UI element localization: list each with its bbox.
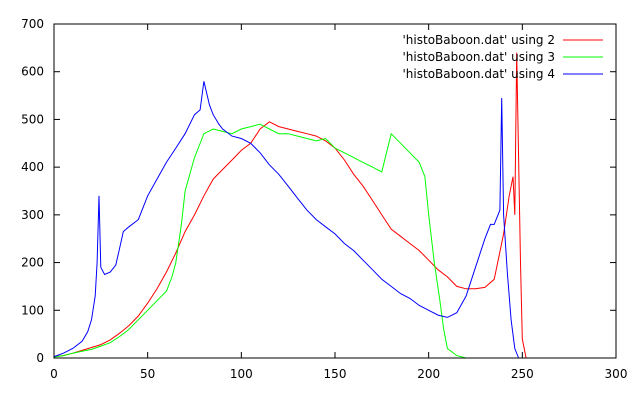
legend: 'histoBaboon.dat' using 2 'histoBaboon.da… bbox=[403, 33, 603, 81]
y-tick-label: 0 bbox=[36, 351, 44, 365]
chart-marks bbox=[53, 52, 527, 359]
y-tick-label: 300 bbox=[21, 208, 44, 222]
axis-ticks: 0 50 100 150 200 250 300 0 100 200 300 400 500 600 700 bbox=[21, 17, 627, 381]
x-tick-label: 200 bbox=[417, 367, 440, 381]
y-tick-label: 500 bbox=[21, 112, 44, 126]
x-tick-label: 300 bbox=[605, 367, 628, 381]
y-tick-label: 700 bbox=[21, 17, 44, 31]
legend-label-2: 'histoBaboon.dat' using 3 bbox=[403, 50, 556, 64]
y-tick-label: 600 bbox=[21, 65, 44, 79]
y-tick-label: 200 bbox=[21, 256, 44, 270]
series-line-1 bbox=[53, 52, 527, 359]
series-line-3 bbox=[53, 81, 520, 359]
series-line-2 bbox=[53, 123, 467, 359]
x-tick-label: 150 bbox=[324, 367, 347, 381]
y-tick-label: 100 bbox=[21, 303, 44, 317]
legend-label-3: 'histoBaboon.dat' using 4 bbox=[403, 67, 556, 81]
x-tick-label: 100 bbox=[230, 367, 253, 381]
x-tick-label: 250 bbox=[511, 367, 534, 381]
legend-label-1: 'histoBaboon.dat' using 2 bbox=[403, 33, 556, 47]
x-tick-label: 0 bbox=[50, 367, 58, 381]
y-tick-label: 400 bbox=[21, 160, 44, 174]
x-tick-label: 50 bbox=[140, 367, 155, 381]
